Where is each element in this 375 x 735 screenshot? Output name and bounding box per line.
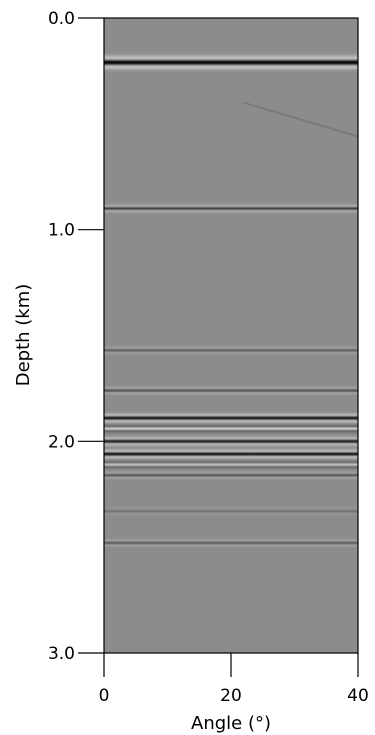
y-tick-label: 0.0: [48, 9, 75, 29]
reflectivity-image: [104, 18, 358, 653]
y-tick-label: 1.0: [48, 221, 75, 241]
x-tick-label: 0: [99, 686, 110, 706]
dipping-event: [243, 101, 359, 138]
x-axis: 0 20 40: [99, 653, 369, 706]
dipping-event-line: [243, 101, 359, 138]
x-axis-title: Angle (°): [191, 713, 271, 734]
y-axis-title: Depth (km): [13, 284, 34, 387]
y-axis: 0.0 1.0 2.0 3.0: [48, 9, 104, 664]
y-tick-label: 3.0: [48, 644, 75, 664]
y-tick-label: 2.0: [48, 432, 75, 452]
x-tick-label: 40: [347, 686, 369, 706]
x-tick-label: 20: [220, 686, 242, 706]
